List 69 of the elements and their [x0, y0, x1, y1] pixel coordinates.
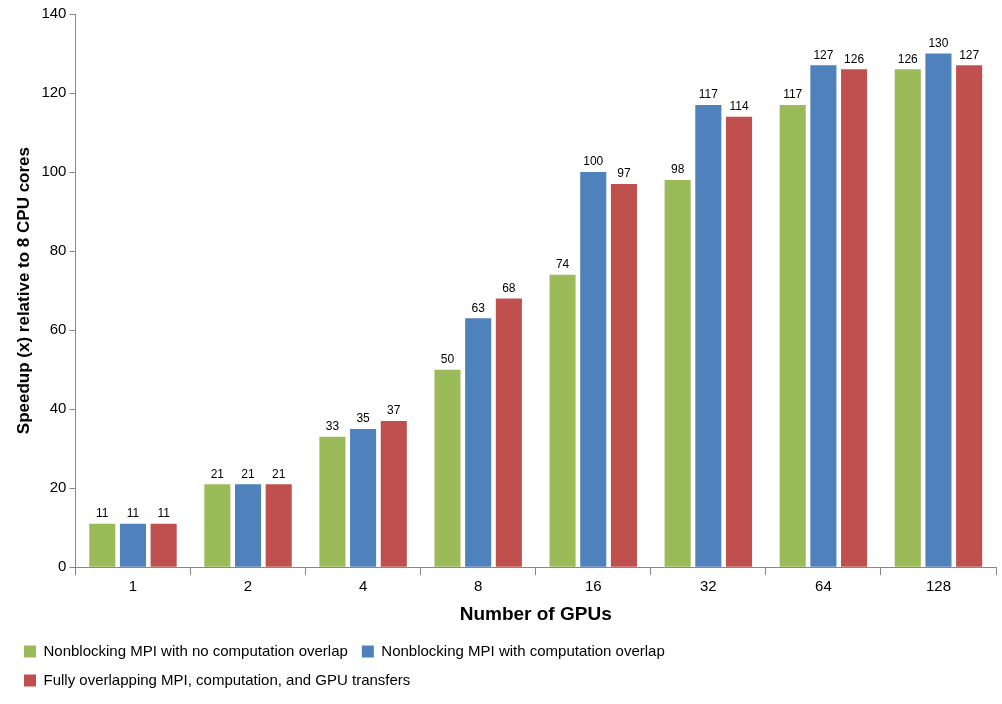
y-tick-label: 60	[49, 320, 67, 338]
y-tick-label: 120	[41, 83, 67, 101]
bar	[664, 179, 691, 567]
y-tick-label: 40	[49, 399, 67, 417]
bar	[89, 523, 116, 567]
data-label: 11	[96, 506, 109, 521]
bar	[725, 116, 753, 567]
bar	[434, 369, 461, 567]
x-tick-label: 2	[243, 577, 253, 595]
data-label: 117	[698, 87, 719, 102]
data-label: 21	[210, 466, 225, 481]
data-label: 97	[617, 166, 631, 181]
x-tick-label: 64	[815, 577, 832, 595]
data-label: 63	[471, 300, 486, 315]
y-tick-label: 80	[49, 241, 67, 259]
x-tick-label: 16	[584, 577, 602, 595]
bar	[894, 69, 921, 567]
data-label: 68	[502, 280, 516, 295]
bar	[956, 65, 983, 567]
bar	[350, 428, 377, 567]
data-label: 50	[440, 351, 455, 366]
data-label: 127	[813, 47, 834, 62]
data-label: 100	[583, 154, 604, 169]
bar	[810, 65, 837, 567]
bar	[204, 484, 231, 567]
y-axis-title: Speedup (x) relative to 8 CPU cores	[13, 147, 33, 435]
data-label: 114	[729, 99, 749, 114]
data-label: 126	[844, 51, 865, 66]
y-tick-label: 140	[41, 4, 67, 22]
bar	[610, 183, 637, 567]
y-tick-label: 0	[58, 557, 67, 575]
bar	[380, 421, 407, 567]
data-label: 98	[670, 162, 685, 177]
bar	[779, 104, 806, 567]
data-label: 33	[325, 419, 340, 434]
data-label: 11	[126, 506, 140, 521]
data-label: 117	[783, 87, 803, 102]
x-tick-label: 8	[474, 577, 483, 595]
bar	[695, 104, 722, 567]
bar	[580, 172, 607, 567]
x-tick-label: 4	[358, 577, 368, 595]
x-tick-label: 1	[128, 577, 138, 595]
bar	[265, 484, 292, 567]
x-tick-label: 128	[925, 577, 951, 595]
data-label: 127	[959, 47, 980, 62]
bar	[495, 298, 522, 567]
bar	[841, 69, 868, 567]
x-tick-label: 32	[699, 577, 717, 595]
bar	[549, 274, 576, 567]
x-axis-title: Number of GPUs	[459, 602, 612, 624]
data-label: 37	[387, 403, 401, 418]
bar	[234, 484, 262, 567]
data-label: 35	[356, 411, 371, 426]
y-tick-label: 20	[49, 478, 67, 496]
bar	[319, 436, 346, 567]
data-label: 21	[241, 466, 256, 481]
bar	[150, 523, 177, 567]
data-label: 126	[897, 51, 919, 66]
data-label: 11	[157, 506, 171, 521]
legend-label: Nonblocking MPI with no computation overlap	[43, 641, 348, 659]
y-tick-label: 100	[41, 162, 67, 180]
legend-label: Nonblocking MPI with computation overlap	[381, 641, 665, 659]
data-label: 130	[928, 35, 949, 50]
data-label: 21	[272, 466, 286, 481]
data-label: 74	[555, 257, 570, 272]
bar	[925, 53, 952, 567]
bar	[465, 318, 492, 567]
legend-label: Fully overlapping MPI, computation, and GPU transfers	[43, 670, 411, 688]
bar	[119, 523, 146, 567]
